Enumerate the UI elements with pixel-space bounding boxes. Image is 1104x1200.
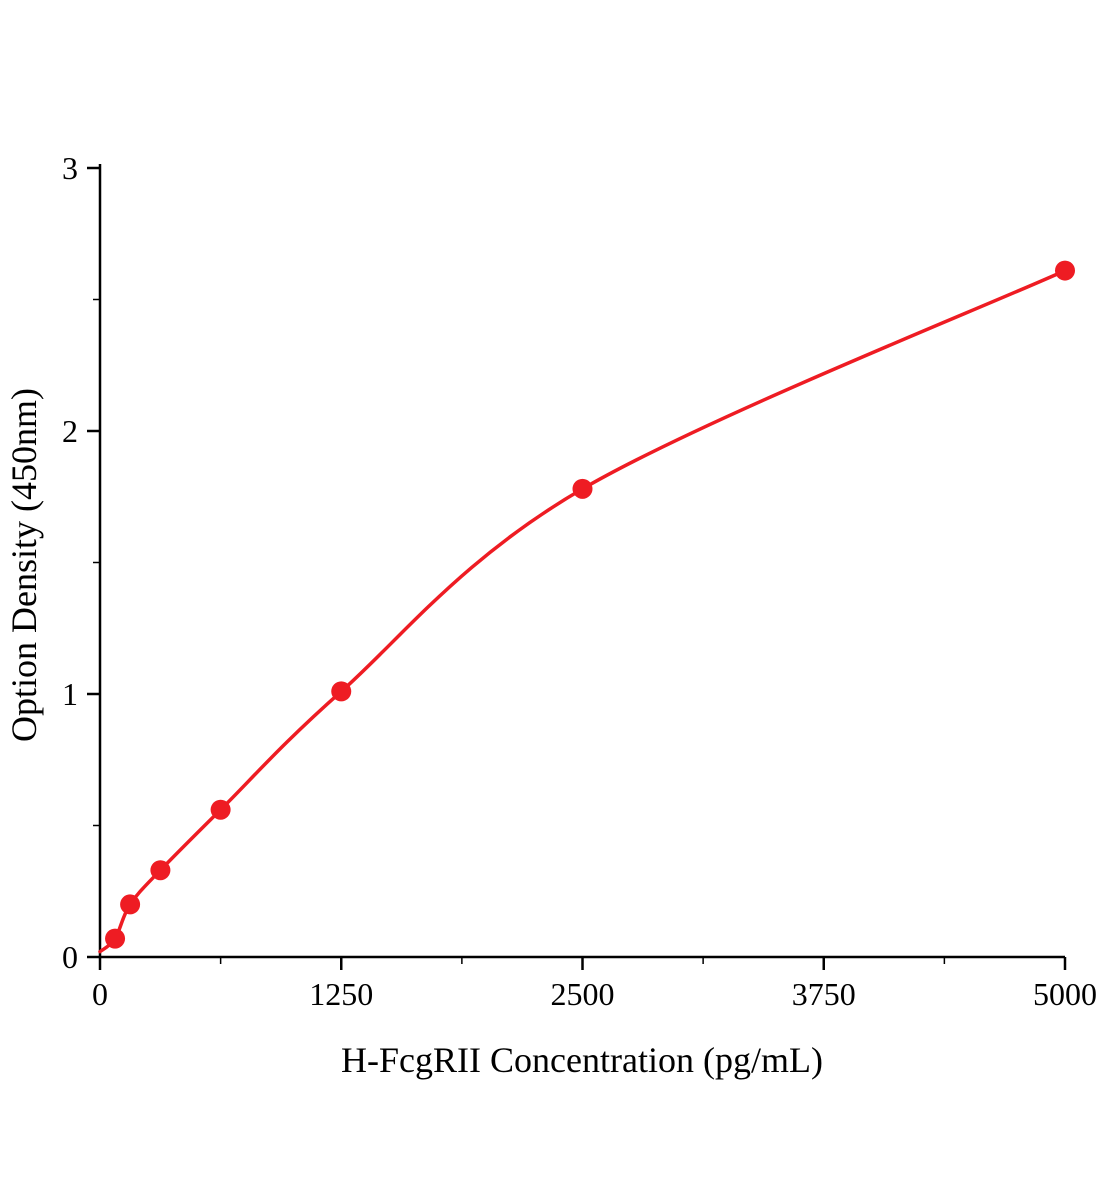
x-tick-label: 1250 <box>309 976 373 1012</box>
x-tick-label: 3750 <box>792 976 856 1012</box>
x-tick-label: 0 <box>92 976 108 1012</box>
y-tick-label: 2 <box>62 413 78 449</box>
y-axis-title: Option Density (450nm) <box>4 388 44 742</box>
y-tick-label: 3 <box>62 150 78 186</box>
x-tick-label: 5000 <box>1033 976 1097 1012</box>
data-point <box>150 860 171 881</box>
data-point <box>1055 260 1075 281</box>
data-point <box>120 894 141 915</box>
y-tick-label: 0 <box>62 939 78 975</box>
data-point <box>210 799 231 820</box>
data-point <box>572 478 593 499</box>
fitted-curve <box>98 268 1067 954</box>
x-tick-label: 2500 <box>551 976 615 1012</box>
data-point <box>331 681 352 702</box>
data-point <box>105 928 126 949</box>
x-axis-title: H-FcgRII Concentration (pg/mL) <box>341 1040 823 1080</box>
y-tick-label: 1 <box>62 676 78 712</box>
chart-generated-layer: 0 1250 2500 3750 5000 0 1 2 3 <box>62 150 1097 1012</box>
axis-spines <box>98 164 1065 959</box>
